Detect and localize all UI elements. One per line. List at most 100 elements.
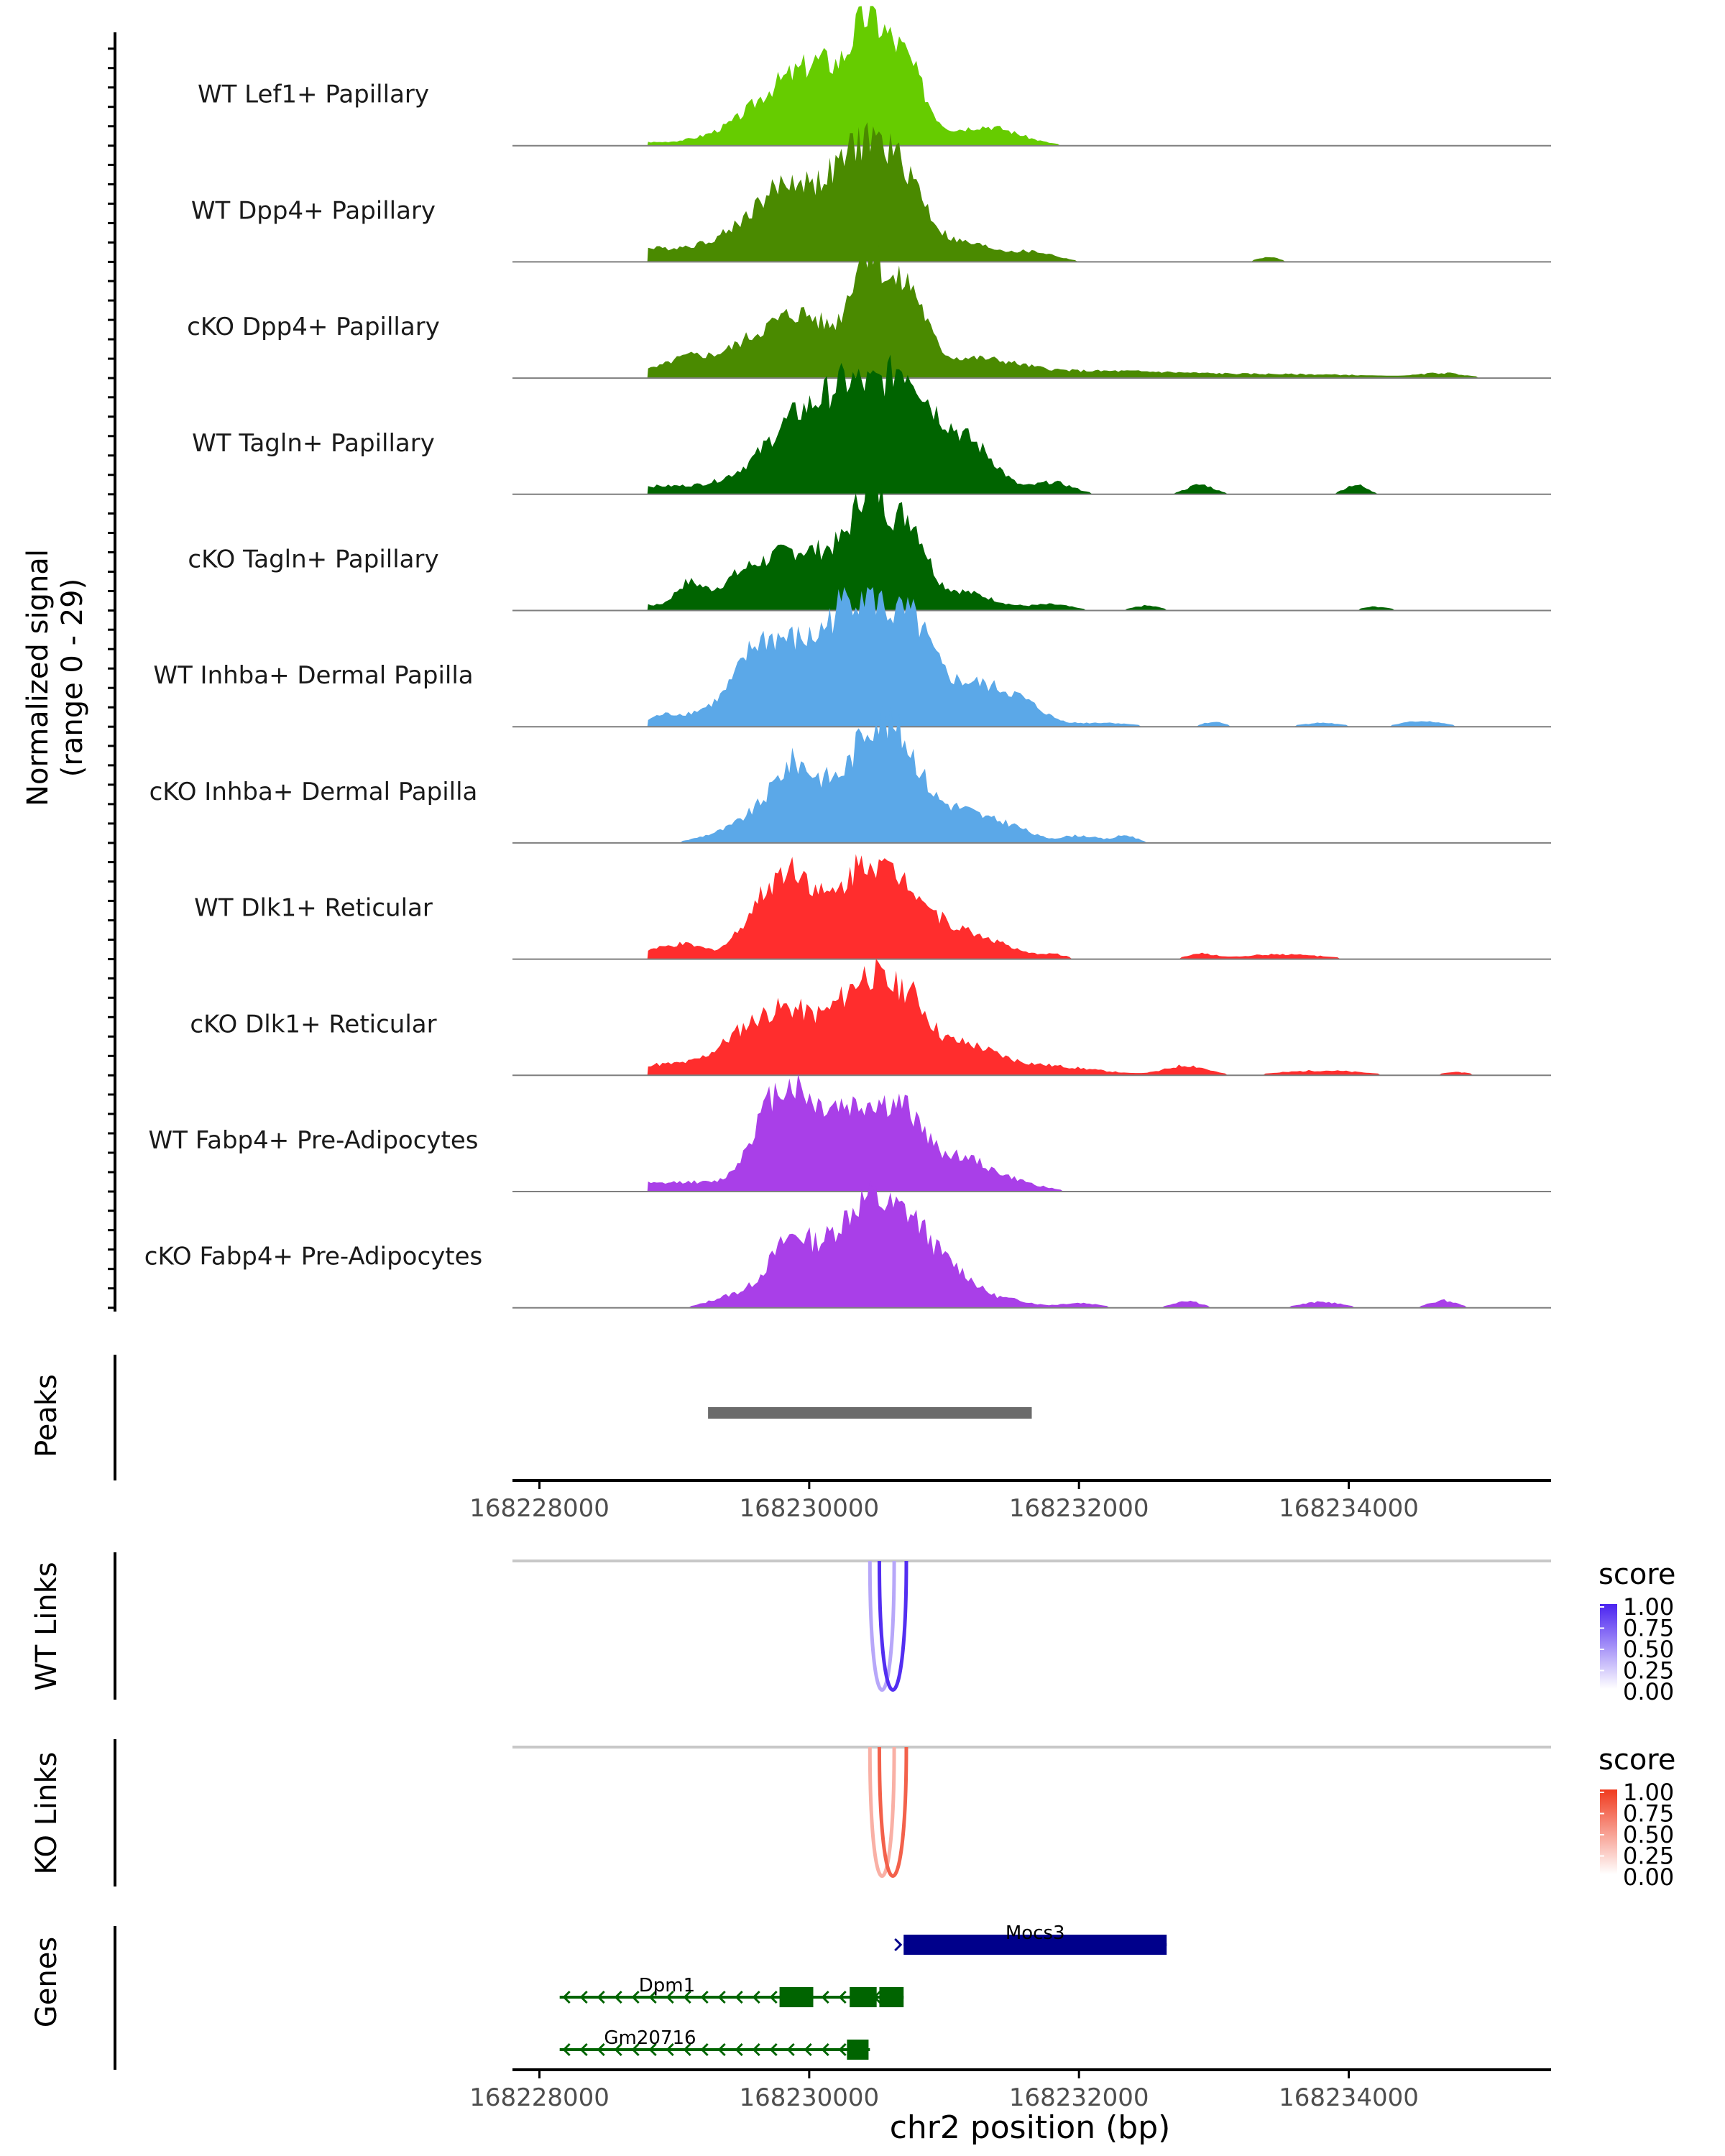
peak-region <box>708 1407 1032 1419</box>
strand-arrow <box>562 1990 571 2004</box>
coverage-area <box>647 854 1551 959</box>
legend-tick-label: 1.00 <box>1623 1593 1674 1621</box>
link-arc <box>868 1560 896 1692</box>
coverage-area <box>647 703 1551 843</box>
strand-arrow <box>735 1990 743 2004</box>
strand-arrow <box>614 2042 622 2057</box>
strand-arrow <box>804 2042 812 2057</box>
coverage-track-label: cKO Inhba+ Dermal Papilla <box>150 778 478 806</box>
wt-legend-title: score <box>1598 1558 1675 1591</box>
coverage-area <box>647 122 1551 262</box>
strand-arrow <box>614 1990 622 2004</box>
legend-tick-label: 0.75 <box>1623 1615 1674 1642</box>
coverage-track-label: cKO Dlk1+ Reticular <box>190 1010 436 1038</box>
strand-arrow <box>821 1990 829 2004</box>
link-arc <box>868 1746 896 1878</box>
strand-arrow <box>579 2042 588 2057</box>
gene-model: Mocs3 <box>894 1922 1167 1955</box>
coverage-track-label: cKO Tagln+ Papillary <box>188 545 438 574</box>
coverage-track: WT Inhba+ Dermal Papilla <box>153 586 1551 728</box>
strand-arrow <box>894 1938 903 1952</box>
strand-arrow <box>700 2042 709 2057</box>
coverage-track: WT Tagln+ Papillary <box>192 354 1551 495</box>
gene-exon <box>903 1935 1167 1955</box>
coverage-track-label: WT Dlk1+ Reticular <box>194 894 433 923</box>
genes-track-label: Genes <box>30 1937 63 2027</box>
strand-arrow <box>717 2042 726 2057</box>
ko-legend-colorbar <box>1600 1789 1617 1874</box>
strand-arrow <box>666 2042 674 2057</box>
coverage-track: cKO Fabp4+ Pre-Adipocytes <box>144 1180 1551 1309</box>
x-tick-label: 168232000 <box>1009 2083 1149 2112</box>
ko-legend-ticks: 1.000.750.500.250.00 <box>1600 1779 1674 1891</box>
gene-name-label: Mocs3 <box>1006 1922 1065 1944</box>
gene-exon <box>847 2040 869 2060</box>
legend-tick-label: 0.25 <box>1623 1657 1674 1685</box>
strand-arrow <box>752 2042 760 2057</box>
strand-arrow <box>666 1990 674 2004</box>
x-tick-label: 168232000 <box>1009 1494 1149 1523</box>
coverage-area <box>647 244 1551 379</box>
wt-links-layer <box>868 1560 908 1692</box>
strand-arrow <box>631 2042 640 2057</box>
gene-name-label: Dpm1 <box>639 1975 695 1996</box>
ko-links-track-label: KO Links <box>30 1752 63 1875</box>
axis-2-ticks: 168228000 168230000 168232000 168234000 <box>469 2070 1419 2112</box>
strand-arrow <box>648 2042 657 2057</box>
strand-arrow <box>700 1990 709 2004</box>
coverage-track: WT Dlk1+ Reticular <box>194 854 1551 960</box>
x-tick-label: 168230000 <box>740 1494 880 1523</box>
wt-legend-colorbar <box>1600 1604 1617 1689</box>
legend-tick-label: 0.50 <box>1623 1821 1674 1848</box>
coverage-track: cKO Tagln+ Papillary <box>188 471 1551 612</box>
wt-legend-ticks: 1.000.750.500.250.00 <box>1600 1593 1674 1705</box>
axis-1-ticks: 168228000 168230000 168232000 168234000 <box>469 1480 1419 1523</box>
peaks-layer <box>708 1407 1032 1419</box>
strand-arrow <box>717 1990 726 2004</box>
gene-model: Gm20716 <box>559 2027 870 2060</box>
genes-layer: Mocs3 Dpm1 Gm20716 <box>559 1922 1167 2060</box>
coverage-track-label: WT Tagln+ Papillary <box>192 429 435 458</box>
coverage-track: WT Fabp4+ Pre-Adipocytes <box>149 1074 1551 1192</box>
coverage-track-label: WT Dpp4+ Papillary <box>191 196 436 225</box>
x-tick-label: 168234000 <box>1279 1494 1419 1523</box>
strand-arrow <box>735 2042 743 2057</box>
coverage-area <box>647 354 1551 494</box>
strand-arrow <box>786 2042 795 2057</box>
coverage-ylabel-line2: (range 0 - 29) <box>56 579 89 777</box>
x-axis-title: chr2 position (bp) <box>890 2109 1171 2146</box>
coverage-track-label: WT Lef1+ Papillary <box>198 80 429 109</box>
strand-arrow <box>648 1990 657 2004</box>
legend-tick-label: 0.75 <box>1623 1800 1674 1828</box>
ko-links-legend: score 1.000.750.500.250.00 <box>1598 1743 1675 1891</box>
strand-arrow <box>597 2042 605 2057</box>
strand-arrow <box>752 1990 760 2004</box>
x-tick-label: 168230000 <box>740 2083 880 2112</box>
strand-arrow <box>769 1990 778 2004</box>
coverage-track-label: WT Inhba+ Dermal Papilla <box>153 661 473 690</box>
strand-arrow <box>838 2042 847 2057</box>
coverage-track-label: cKO Dpp4+ Papillary <box>187 313 440 341</box>
wt-links-track-label: WT Links <box>30 1562 63 1690</box>
link-arc <box>877 1746 908 1878</box>
coverage-track: cKO Dpp4+ Papillary <box>187 244 1551 379</box>
coverage-area <box>647 958 1551 1076</box>
peaks-track-label: Peaks <box>30 1374 63 1457</box>
coverage-ylabel-line1: Normalized signal <box>22 549 55 806</box>
coverage-track-label: WT Fabp4+ Pre-Adipocytes <box>149 1126 479 1155</box>
coverage-track: WT Dpp4+ Papillary <box>191 122 1551 263</box>
strand-arrow <box>769 2042 778 2057</box>
strand-arrow <box>821 2042 829 2057</box>
gene-exon <box>879 1987 904 2007</box>
ko-legend-title: score <box>1598 1743 1675 1777</box>
link-arc <box>877 1560 908 1692</box>
strand-arrow <box>579 1990 588 2004</box>
coverage-area <box>647 6 1551 146</box>
ko-links-layer <box>868 1746 908 1878</box>
gene-exon <box>779 1987 814 2007</box>
coverage-area <box>647 471 1551 611</box>
strand-arrow <box>562 2042 571 2057</box>
x-tick-label: 168228000 <box>469 2083 610 2112</box>
legend-tick-label: 0.50 <box>1623 1636 1674 1663</box>
